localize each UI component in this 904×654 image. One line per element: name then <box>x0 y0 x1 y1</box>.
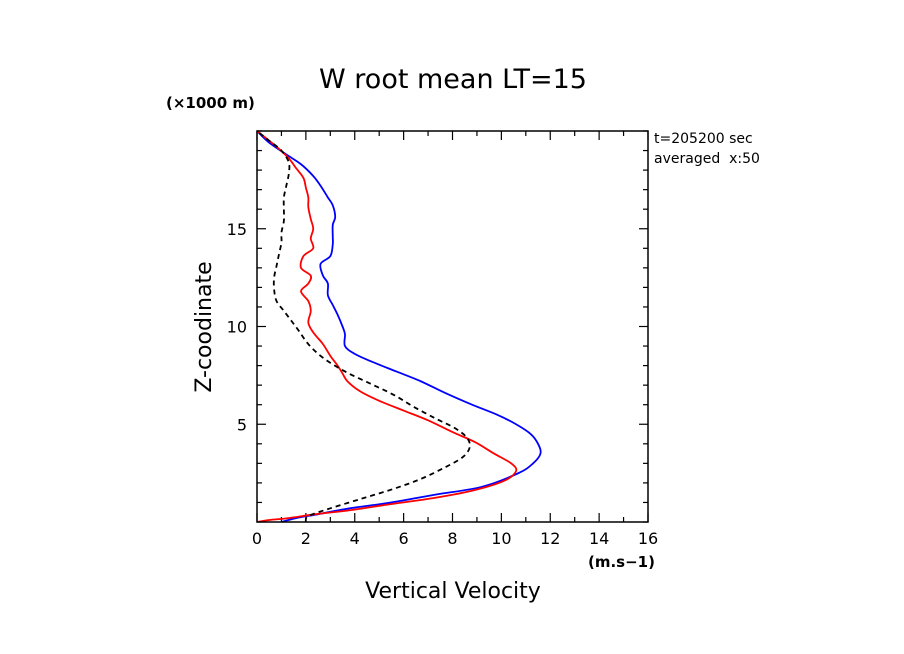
x-tick-label: 6 <box>399 529 409 548</box>
x-tick-label: 4 <box>350 529 360 548</box>
x-tick-label: 8 <box>447 529 457 548</box>
x-axis-label: Vertical Velocity <box>365 579 541 604</box>
series-group <box>257 131 542 522</box>
y-tick-label: 15 <box>227 220 247 239</box>
x-tick-label: 2 <box>301 529 311 548</box>
y-tick-label: 5 <box>237 415 247 434</box>
y-tick-labels: 5 10 15 <box>227 220 247 435</box>
annotation-averaged: averaged x:50 <box>654 151 760 167</box>
x-tick-label: 16 <box>638 529 658 548</box>
axis-ticks <box>256 130 649 523</box>
x-unit-label: (m.s−1) <box>588 553 655 571</box>
y-unit-label: (×1000 m) <box>166 94 255 112</box>
x-tick-label: 12 <box>540 529 560 548</box>
x-tick-label: 14 <box>589 529 609 548</box>
x-tick-label: 10 <box>491 529 511 548</box>
annotation-time: t=205200 sec <box>654 131 753 147</box>
x-tick-labels: 0 2 4 6 8 10 12 14 16 <box>252 529 658 548</box>
series-line-2 <box>257 131 518 522</box>
y-tick-label: 10 <box>227 318 247 337</box>
series-line-1 <box>257 131 542 522</box>
series-line-3 <box>257 131 471 522</box>
chart-title: W root mean LT=15 <box>319 64 587 95</box>
x-tick-label: 0 <box>252 529 262 548</box>
y-axis-label: Z-coodinate <box>192 261 217 392</box>
plot-frame <box>256 130 649 523</box>
